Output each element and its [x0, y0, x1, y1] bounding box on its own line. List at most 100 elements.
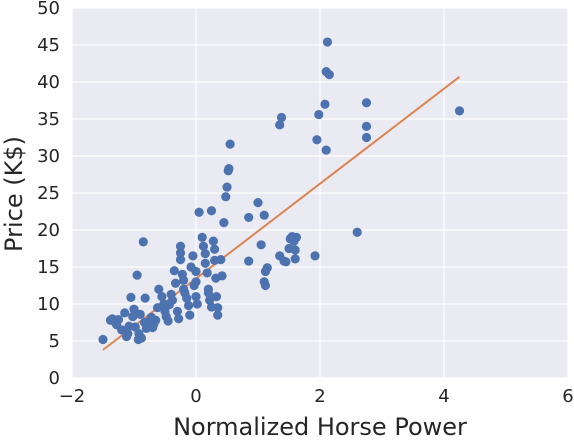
data-point — [151, 315, 161, 325]
data-point — [123, 329, 133, 339]
data-point — [324, 70, 334, 80]
y-tick-label: 25 — [37, 183, 60, 204]
y-tick-label: 10 — [37, 294, 60, 315]
data-point — [128, 311, 138, 322]
data-point — [224, 163, 234, 174]
data-point — [191, 292, 201, 302]
data-point — [291, 232, 302, 242]
data-point — [219, 218, 229, 228]
data-point — [194, 207, 204, 217]
y-tick-label: 35 — [37, 109, 60, 130]
data-point — [213, 310, 223, 320]
data-point — [312, 135, 322, 145]
data-point — [256, 240, 266, 250]
data-point — [213, 303, 223, 313]
data-point — [135, 309, 145, 319]
data-point — [352, 227, 362, 237]
data-point — [320, 99, 330, 109]
data-point — [208, 236, 218, 246]
data-point — [281, 257, 291, 267]
data-point — [216, 255, 226, 265]
data-point — [260, 280, 271, 291]
data-point — [188, 251, 198, 261]
y-tick-label: 15 — [37, 257, 60, 278]
data-point — [361, 132, 372, 143]
data-point — [322, 37, 333, 47]
data-point — [183, 300, 194, 311]
data-point — [221, 192, 231, 202]
data-point — [126, 292, 136, 302]
data-point — [138, 237, 148, 247]
x-tick-label: 4 — [438, 386, 449, 407]
data-point — [185, 310, 195, 320]
data-point — [157, 292, 167, 302]
data-point — [191, 266, 201, 277]
data-point — [175, 241, 186, 251]
data-point — [253, 198, 263, 208]
y-axis-label: Price (K$) — [0, 136, 28, 252]
data-point — [200, 249, 210, 259]
y-tick-label: 0 — [49, 368, 60, 389]
data-point — [222, 182, 232, 192]
data-point — [290, 254, 300, 264]
x-tick-label: 2 — [314, 386, 325, 407]
data-point — [260, 266, 271, 277]
x-tick-label: 6 — [562, 386, 573, 407]
data-point — [321, 145, 331, 155]
data-point — [197, 232, 207, 242]
data-point — [167, 295, 178, 305]
y-tick-label: 40 — [37, 72, 60, 93]
data-point — [275, 120, 285, 130]
data-point — [210, 244, 220, 254]
data-point — [174, 314, 184, 324]
data-point — [361, 121, 372, 131]
data-point — [132, 270, 142, 280]
data-point — [454, 106, 465, 116]
data-point — [310, 251, 320, 261]
data-point — [140, 293, 150, 303]
data-points — [98, 37, 465, 345]
data-point — [170, 278, 181, 288]
data-point — [198, 241, 209, 251]
x-tick-label: −2 — [59, 386, 86, 407]
data-point — [179, 275, 189, 285]
y-tick-labels: 0 5 10 15 20 25 30 35 40 45 50 — [37, 0, 60, 389]
data-point — [169, 266, 179, 276]
data-point — [129, 304, 139, 314]
data-point — [211, 292, 222, 302]
data-point — [154, 284, 164, 294]
y-tick-label: 45 — [37, 35, 60, 56]
data-point — [136, 333, 147, 343]
data-point — [175, 248, 186, 258]
data-point — [163, 316, 173, 326]
data-point — [206, 206, 217, 216]
data-point — [202, 268, 212, 278]
data-point — [217, 271, 227, 281]
data-point — [192, 299, 202, 309]
data-point — [290, 245, 300, 255]
data-point — [244, 256, 254, 266]
data-point — [225, 139, 235, 149]
data-point — [98, 334, 108, 345]
data-point — [361, 98, 372, 108]
data-point — [259, 210, 269, 220]
x-tick-labels: −2 0 2 4 6 — [59, 386, 574, 407]
y-tick-label: 20 — [37, 220, 60, 241]
data-point — [113, 314, 124, 325]
y-tick-label: 30 — [37, 146, 60, 167]
grid-lines — [71, 7, 569, 379]
data-point — [276, 112, 287, 123]
data-point — [120, 308, 130, 318]
data-point — [244, 212, 254, 223]
data-point — [203, 288, 213, 298]
data-point — [200, 258, 210, 268]
data-point — [191, 277, 201, 287]
data-point — [182, 293, 192, 303]
x-tick-label: 0 — [190, 386, 201, 407]
y-tick-label: 5 — [49, 331, 60, 352]
data-point — [172, 306, 182, 316]
data-point — [175, 255, 186, 265]
x-axis-label: Normalized Horse Power — [173, 413, 467, 441]
data-point — [314, 109, 324, 120]
